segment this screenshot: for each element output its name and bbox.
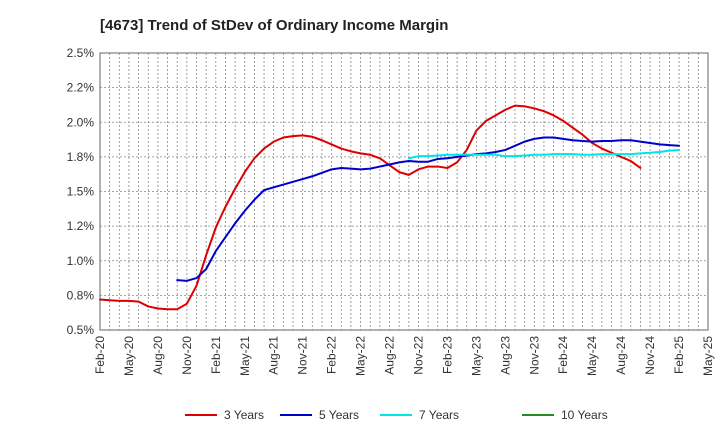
y-tick-label: 1.0% [67,254,95,268]
plot-border [99,52,709,331]
x-tick-label: Nov-22 [411,336,425,375]
legend: 3 Years 5 Years 7 Years 10 Years [185,408,608,422]
x-tick-label: May-23 [469,336,483,376]
x-tick-label: May-22 [354,336,368,376]
series-lines [99,104,681,311]
legend-label: 10 Years [561,408,608,422]
y-tick-label: 0.8% [67,288,95,302]
y-tick-label: 2.2% [67,81,95,95]
x-tick-label: Nov-21 [296,336,310,375]
legend-label: 3 Years [224,408,264,422]
x-tick-label: Nov-24 [643,336,657,375]
x-tick-label: Feb-22 [325,336,339,374]
x-tick-label: Feb-24 [556,336,570,374]
x-tick-label: Aug-23 [498,336,512,375]
x-tick-label: Feb-21 [209,336,223,374]
series-line-3-years [99,104,642,311]
legend-label: 5 Years [319,408,359,422]
x-tick-label: May-24 [585,336,599,376]
x-tick-label: Feb-25 [672,336,686,374]
series-line-7-years [407,148,681,160]
x-tick-label: Feb-20 [93,336,107,374]
y-tick-label: 2.0% [67,115,95,129]
chart-title: [4673] Trend of StDev of Ordinary Income… [100,17,448,34]
x-tick-label: May-25 [701,336,715,376]
y-tick-label: 1.5% [67,185,95,199]
y-tick-label: 1.2% [67,219,95,233]
y-tick-label: 0.5% [67,323,95,337]
x-tick-label: Feb-23 [440,336,454,374]
x-tick-label: Aug-20 [151,336,165,375]
legend-label: 7 Years [419,408,459,422]
x-tick-label: May-21 [238,336,252,376]
x-tick-label: Aug-24 [614,336,628,375]
y-tick-label: 1.8% [67,150,95,164]
x-tick-label: Nov-23 [527,336,541,375]
x-tick-label: Aug-21 [267,336,281,375]
axes: 0.5% 0.8% 1.0% 1.2% 1.5% 1.8% 2.0% 2.2% 2.5% Feb-… [67,46,715,376]
y-tick-label: 2.5% [67,46,95,60]
x-tick-label: May-20 [122,336,136,376]
series-line-5-years [176,136,681,282]
x-tick-label: Aug-22 [383,336,397,375]
x-tick-label: Nov-20 [180,336,194,375]
